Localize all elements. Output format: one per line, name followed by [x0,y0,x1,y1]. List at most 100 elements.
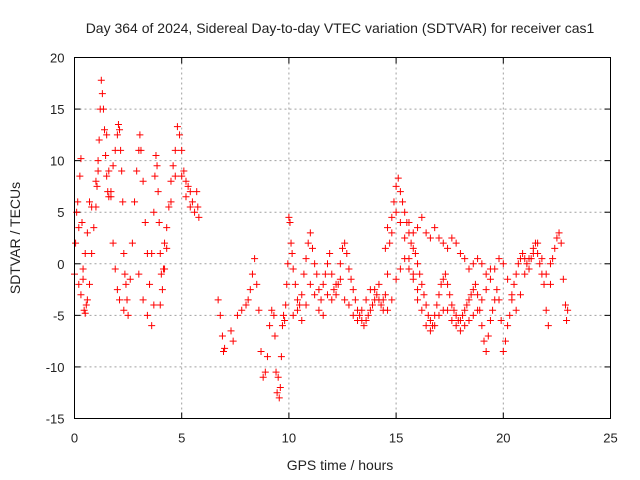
data-point [405,219,413,227]
data-point [88,203,96,211]
data-point [157,270,165,278]
data-point [193,188,201,196]
data-point [384,306,392,314]
data-point [373,291,381,299]
data-point [86,280,94,288]
data-point [422,322,430,330]
data-point [409,244,417,252]
data-point [381,244,389,252]
data-point [426,327,434,335]
data-point [151,172,159,180]
data-point [330,286,338,294]
data-point [121,270,129,278]
data-point [171,146,179,154]
data-point [74,198,82,206]
data-point [435,311,443,319]
data-point [102,151,110,159]
data-point [482,270,490,278]
data-point [495,255,503,263]
data-point [538,255,546,263]
data-point [414,286,422,294]
data-point [214,296,222,304]
data-point [248,270,256,278]
data-point [136,131,144,139]
data-point [178,172,186,180]
plot-frame [74,57,611,419]
data-point [124,311,132,319]
x-tick-label: 10 [282,431,296,446]
data-point [229,337,237,345]
data-point [317,296,325,304]
data-point [323,260,331,268]
data-point [388,229,396,237]
data-point [311,291,319,299]
data-point [542,306,550,314]
data-point [426,234,434,242]
data-point [448,301,456,309]
data-point [418,213,426,221]
y-tick-label: 15 [50,102,64,117]
data-point [504,322,512,330]
data-point [326,249,334,257]
data-point [77,155,85,163]
data-point [435,234,443,242]
data-point [424,311,432,319]
data-point [139,296,147,304]
data-point [266,322,274,330]
data-point [150,208,158,216]
data-point [165,203,173,211]
data-point [137,146,145,154]
data-point [182,177,190,185]
data-point [542,270,550,278]
data-point [431,224,439,232]
data-point [75,280,83,288]
data-point [478,296,486,304]
data-point [482,286,490,294]
data-point [289,265,297,273]
data-point [388,213,396,221]
data-point [173,123,181,131]
x-tick-label: 0 [71,431,78,446]
data-point [98,90,106,98]
data-point [377,301,385,309]
data-point [439,275,447,283]
data-point [298,291,306,299]
data-point [351,296,359,304]
data-point [328,270,336,278]
data-point [238,306,246,314]
data-point [191,208,199,216]
data-point [114,121,122,129]
data-point [392,208,400,216]
data-point [220,347,228,355]
data-point [356,311,364,319]
data-point [99,105,107,113]
data-point [259,373,267,381]
data-point [298,317,306,325]
data-point [401,255,409,263]
data-point [139,177,147,185]
data-point [94,157,102,165]
data-point [336,260,344,268]
data-point [176,131,184,139]
data-point [272,368,280,376]
data-point [360,322,368,330]
y-tick-label: 0 [57,257,64,272]
data-point [315,306,323,314]
data-point [80,306,88,314]
data-point [120,306,128,314]
data-point [289,311,297,319]
data-point [188,198,196,206]
data-point [504,275,512,283]
data-point [396,219,404,227]
data-point [103,131,111,139]
data-point [392,275,400,283]
data-point [405,265,413,273]
data-point [273,389,281,397]
data-point [546,280,554,288]
data-point [409,275,417,283]
data-point [158,286,166,294]
data-point [369,301,377,309]
y-tick-label: 10 [50,154,64,169]
data-point [452,322,460,330]
chart-title: Day 364 of 2024, Sidereal Day-to-day VTE… [86,20,595,36]
